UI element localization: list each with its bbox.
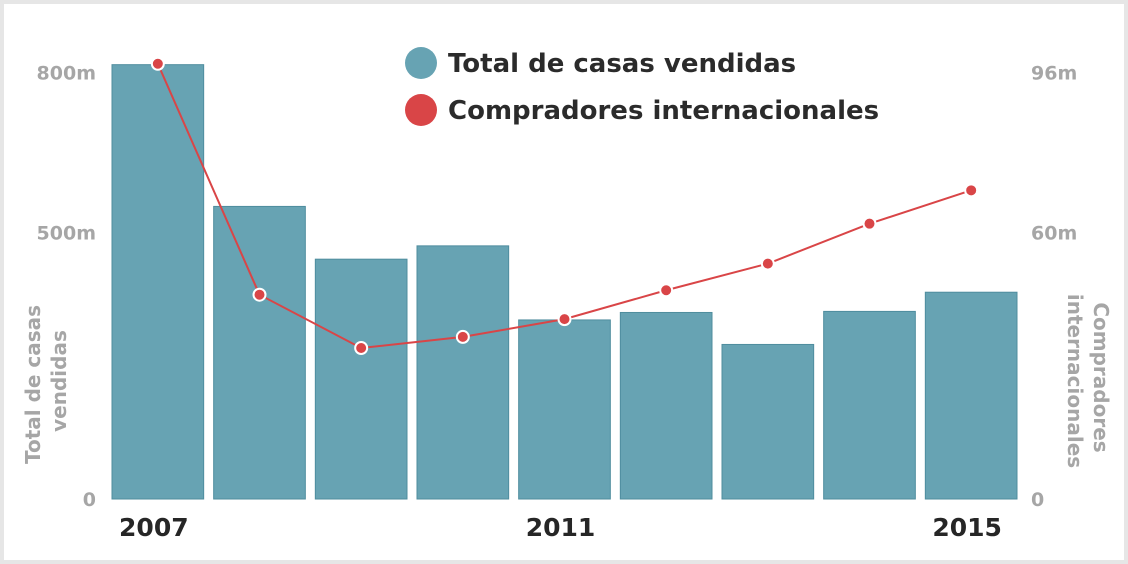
left-axis-title-line-1: Total de casas (21, 305, 45, 464)
legend-label-compradores: Compradores internacionales (448, 96, 879, 126)
point-2015 (964, 183, 979, 198)
bar-2007 (111, 64, 205, 500)
bar-2014 (823, 310, 916, 500)
bar-2011 (518, 319, 611, 500)
right-axis-title-line-2: internacionales (1063, 294, 1087, 468)
point-2012 (659, 283, 674, 298)
left-tick-label: 800m (37, 63, 96, 85)
right-tick-label: 0 (1031, 489, 1044, 511)
bar-2010 (416, 245, 510, 500)
x-axis-ticks: 2007 2011 2015 (119, 513, 1002, 542)
left-axis-title: Total de casas vendidas (21, 298, 71, 464)
chart: 0 500m 800m 0 60m 96m 2007 2011 2015 Total de … (21, 47, 1113, 542)
left-tick-label: 500m (37, 223, 96, 245)
right-tick-label: 96m (1031, 63, 1077, 85)
point-2013 (760, 256, 775, 271)
left-tick-label: 0 (83, 489, 96, 511)
x-tick-label: 2011 (526, 513, 596, 542)
x-tick-label: 2015 (932, 513, 1002, 542)
x-tick-label: 2007 (119, 513, 189, 542)
bar-2008 (213, 205, 306, 500)
point-2011 (557, 312, 572, 327)
left-axis-title-line-2: vendidas (47, 330, 71, 432)
left-axis-ticks: 0 500m 800m (37, 63, 96, 511)
bar-2013 (721, 343, 815, 500)
point-2010 (455, 329, 470, 344)
right-tick-label: 60m (1031, 223, 1077, 245)
bar-2012 (619, 311, 713, 500)
line-layer (150, 56, 979, 356)
legend: Total de casas vendidas Compradores inte… (405, 47, 879, 126)
right-axis-ticks: 0 60m 96m (1031, 63, 1077, 511)
bar-layer (111, 64, 1018, 500)
right-axis-title: Compradores internacionales (1063, 294, 1113, 468)
point-2009 (354, 341, 369, 356)
point-2014 (862, 216, 877, 231)
point-2007 (150, 56, 165, 71)
right-axis-title-line-1: Compradores (1089, 302, 1113, 452)
bar-2009 (314, 258, 408, 500)
point-layer (150, 56, 979, 356)
legend-swatch-total (405, 47, 437, 79)
chart-frame: 0 500m 800m 0 60m 96m 2007 2011 2015 Total de … (4, 4, 1124, 560)
legend-label-total: Total de casas vendidas (448, 49, 796, 79)
legend-item-total[interactable]: Total de casas vendidas (405, 47, 796, 79)
legend-swatch-compradores (405, 94, 437, 126)
point-2008 (252, 287, 267, 302)
bar-2015 (924, 291, 1018, 500)
legend-item-compradores[interactable]: Compradores internacionales (405, 94, 879, 126)
